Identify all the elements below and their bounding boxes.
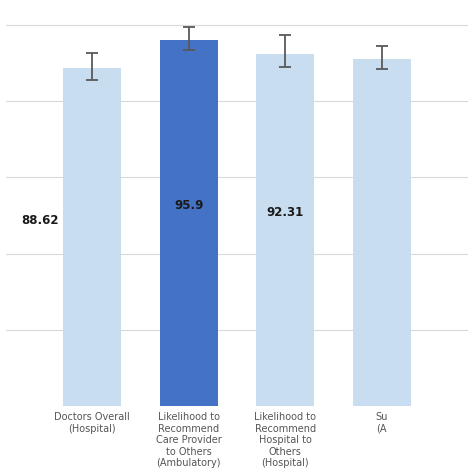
Bar	[256, 54, 314, 407]
Bar	[160, 40, 218, 407]
Bar	[64, 68, 121, 407]
Text: 92.31: 92.31	[266, 206, 304, 219]
Text: 88.62: 88.62	[21, 214, 59, 227]
Text: 95.9: 95.9	[174, 199, 203, 211]
Bar	[353, 59, 410, 407]
